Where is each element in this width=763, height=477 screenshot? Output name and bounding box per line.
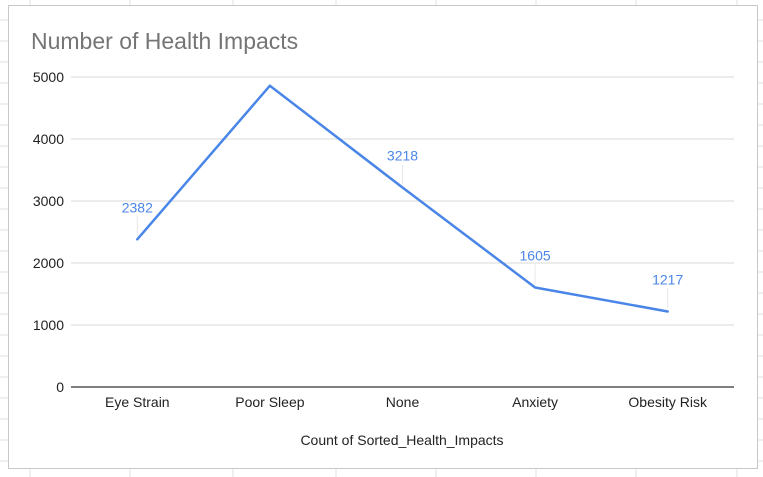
data-labels: 2382 3218 1605 1217 [122,147,683,309]
data-label-3: 1605 [520,247,551,263]
x-tick-label-3: Anxiety [512,394,558,410]
data-label-4: 1217 [652,272,683,288]
gridlines [71,76,734,326]
x-tick-label-2: None [386,394,420,410]
y-tick-label-2000: 2000 [33,255,64,271]
x-tick-label-0: Eye Strain [105,394,170,410]
data-label-0: 2382 [122,199,153,215]
x-tick-label-1: Poor Sleep [235,394,304,410]
y-tick-label-3000: 3000 [33,193,64,209]
y-axis-ticks: 0 1000 2000 3000 4000 5000 [33,69,64,395]
y-tick-label-4000: 4000 [33,131,64,147]
x-axis-title: Count of Sorted_Health_Impacts [300,432,503,448]
y-tick-label-5000: 5000 [33,69,64,85]
x-axis-ticks: Eye Strain Poor Sleep None Anxiety Obesity R… [105,394,708,410]
series-group [136,84,669,313]
series-line-0[interactable] [136,84,669,313]
chart-container[interactable] [8,5,758,469]
y-tick-label-0: 0 [56,379,64,395]
y-tick-label-1000: 1000 [33,317,64,333]
chart-title: Number of Health Impacts [31,28,298,54]
data-label-2: 3218 [387,147,418,163]
x-tick-label-4: Obesity Risk [628,394,708,410]
